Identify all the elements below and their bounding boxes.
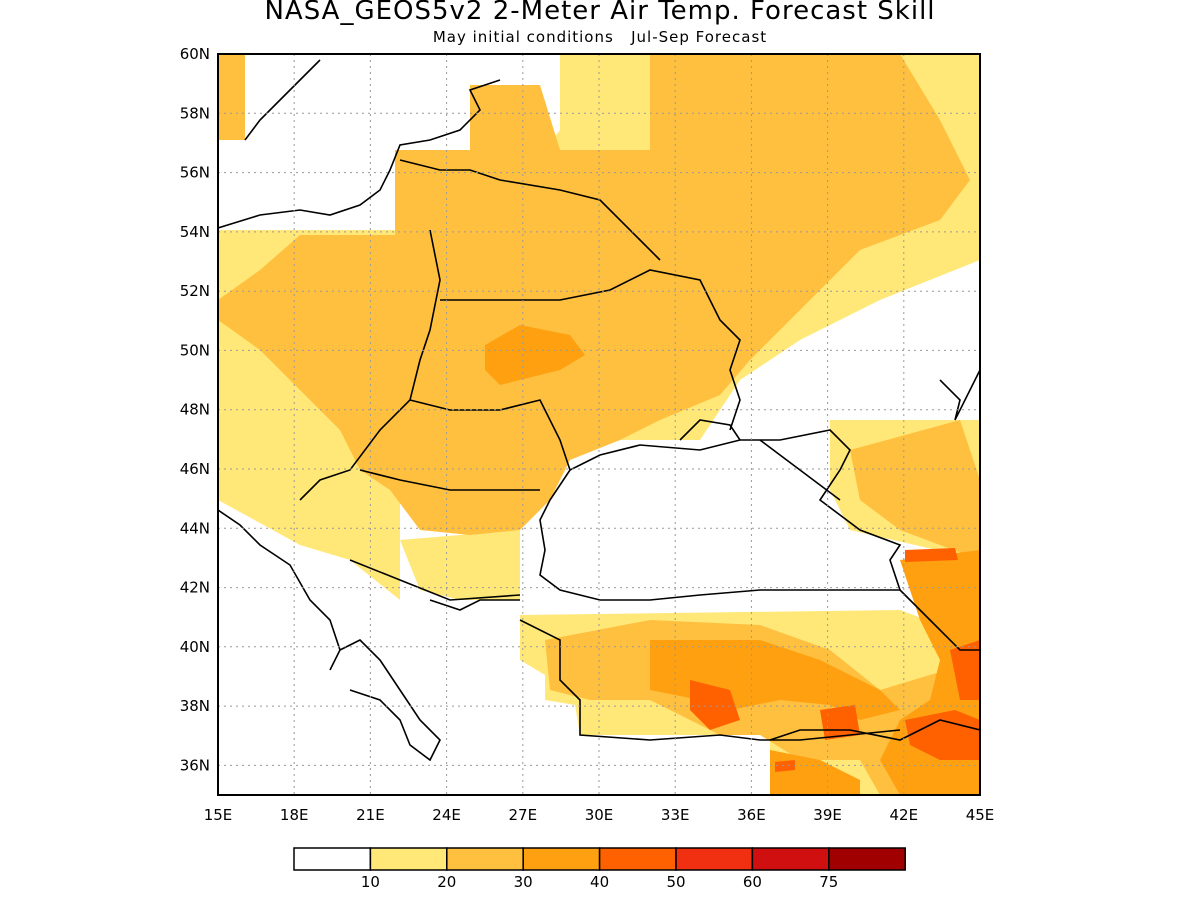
legend-swatch bbox=[598, 847, 677, 871]
lon-tick: 42E bbox=[890, 806, 919, 824]
lon-tick-labels: 15E 18E 21E 24E 27E 30E 33E 36E 39E 42E … bbox=[204, 806, 995, 824]
legend-swatch bbox=[369, 847, 448, 871]
lat-tick: 38N bbox=[180, 697, 210, 715]
lon-tick: 21E bbox=[356, 806, 385, 824]
lat-tick: 52N bbox=[180, 282, 210, 300]
lon-tick: 45E bbox=[966, 806, 995, 824]
legend-swatch bbox=[751, 847, 830, 871]
lat-tick: 44N bbox=[180, 519, 210, 537]
lon-tick: 36E bbox=[737, 806, 766, 824]
lat-tick: 36N bbox=[180, 756, 210, 774]
lon-tick: 39E bbox=[813, 806, 842, 824]
legend-label: 10 bbox=[361, 873, 380, 891]
legend-label: 40 bbox=[590, 873, 609, 891]
lon-tick: 30E bbox=[585, 806, 614, 824]
map-subtitle: May initial conditions Jul-Sep Forecast bbox=[432, 28, 768, 46]
grid-lines bbox=[218, 54, 980, 795]
legend-label: 75 bbox=[819, 873, 838, 891]
lon-tick: 15E bbox=[204, 806, 233, 824]
lat-tick: 50N bbox=[180, 341, 210, 359]
lat-tick: 40N bbox=[180, 638, 210, 656]
legend-swatch bbox=[828, 847, 906, 871]
lon-tick: 18E bbox=[280, 806, 309, 824]
lat-tick: 56N bbox=[180, 164, 210, 182]
legend-label: 20 bbox=[437, 873, 456, 891]
lat-tick: 48N bbox=[180, 401, 210, 419]
lat-tick: 54N bbox=[180, 223, 210, 241]
lat-tick: 60N bbox=[180, 45, 210, 63]
map-frame bbox=[217, 53, 981, 796]
lat-tick-labels: 36N 38N 40N 42N 44N 46N 48N 50N 52N 54N … bbox=[180, 45, 210, 774]
lat-tick: 46N bbox=[180, 460, 210, 478]
lat-tick: 42N bbox=[180, 579, 210, 597]
legend-swatch bbox=[522, 847, 601, 871]
coastlines bbox=[218, 59, 980, 762]
legend-label: 50 bbox=[666, 873, 685, 891]
legend-swatch bbox=[446, 847, 524, 871]
lat-tick: 58N bbox=[180, 104, 210, 122]
lon-tick: 24E bbox=[432, 806, 461, 824]
legend-label: 30 bbox=[514, 873, 533, 891]
legend-label: 60 bbox=[743, 873, 762, 891]
legend-swatch bbox=[293, 847, 372, 871]
skill-shading bbox=[218, 54, 980, 795]
lon-tick: 27E bbox=[509, 806, 538, 824]
legend-swatch bbox=[675, 847, 754, 871]
lon-tick: 33E bbox=[661, 806, 690, 824]
color-legend: 10 20 30 40 50 60 75 bbox=[293, 847, 906, 891]
map-title: NASA_GEOS5v2 2-Meter Air Temp. Forecast … bbox=[264, 0, 936, 26]
